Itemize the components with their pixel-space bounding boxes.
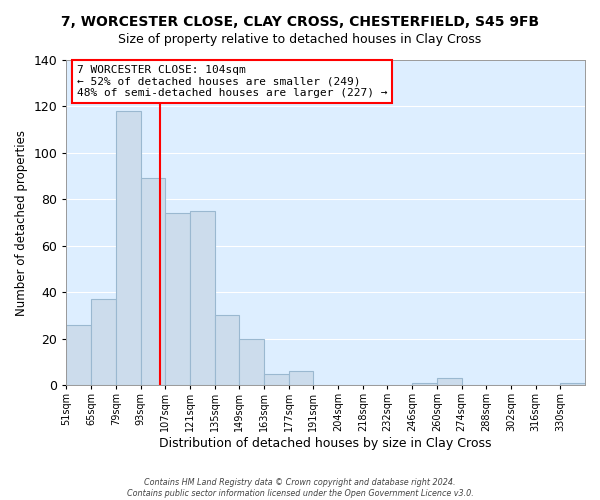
Bar [91, 299, 116, 385]
Bar [67, 324, 91, 385]
Bar [140, 178, 165, 385]
Bar [289, 371, 313, 385]
X-axis label: Distribution of detached houses by size in Clay Cross: Distribution of detached houses by size … [160, 437, 492, 450]
Bar [239, 338, 264, 385]
Bar [412, 383, 437, 385]
Bar [215, 316, 239, 385]
Bar [437, 378, 461, 385]
Text: 7, WORCESTER CLOSE, CLAY CROSS, CHESTERFIELD, S45 9FB: 7, WORCESTER CLOSE, CLAY CROSS, CHESTERF… [61, 15, 539, 29]
Text: Size of property relative to detached houses in Clay Cross: Size of property relative to detached ho… [118, 32, 482, 46]
Bar [165, 214, 190, 385]
Bar [116, 111, 140, 385]
Bar [190, 211, 215, 385]
Y-axis label: Number of detached properties: Number of detached properties [15, 130, 28, 316]
Text: 7 WORCESTER CLOSE: 104sqm
← 52% of detached houses are smaller (249)
48% of semi: 7 WORCESTER CLOSE: 104sqm ← 52% of detac… [77, 65, 388, 98]
Text: Contains HM Land Registry data © Crown copyright and database right 2024.
Contai: Contains HM Land Registry data © Crown c… [127, 478, 473, 498]
Bar [560, 383, 585, 385]
Bar [264, 374, 289, 385]
